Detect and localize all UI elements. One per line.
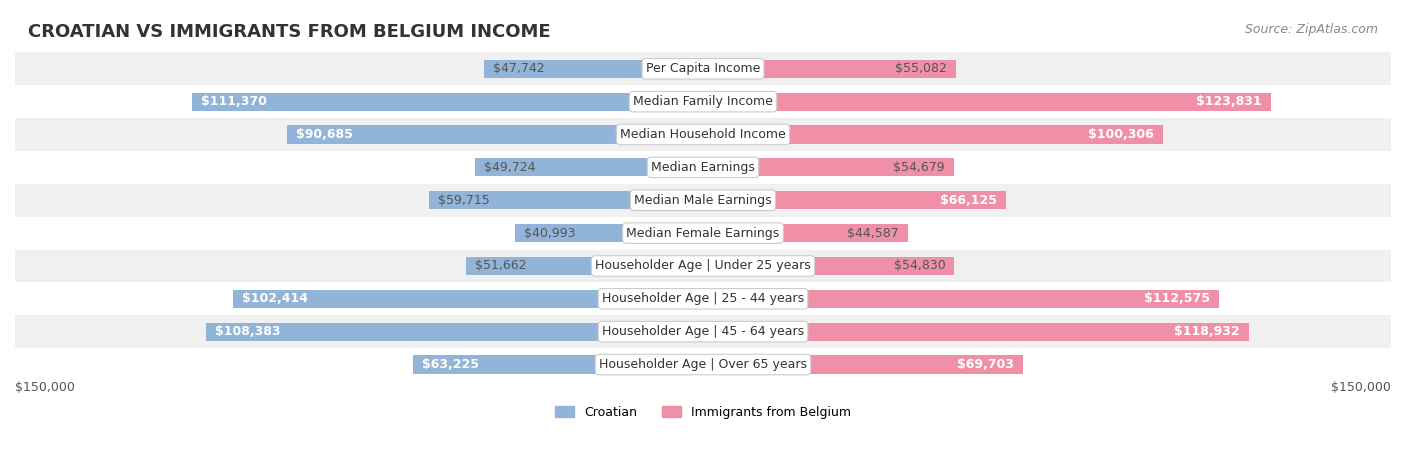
Legend: Croatian, Immigrants from Belgium: Croatian, Immigrants from Belgium xyxy=(550,401,856,424)
Text: Householder Age | 45 - 64 years: Householder Age | 45 - 64 years xyxy=(602,325,804,338)
Bar xyxy=(15,217,1391,249)
Text: $150,000: $150,000 xyxy=(15,381,75,394)
Bar xyxy=(15,151,1391,184)
Bar xyxy=(233,290,703,308)
Bar xyxy=(413,355,703,374)
Text: $63,225: $63,225 xyxy=(422,358,479,371)
Bar xyxy=(15,283,1391,315)
Bar xyxy=(703,355,1022,374)
Text: Per Capita Income: Per Capita Income xyxy=(645,62,761,75)
Text: $54,830: $54,830 xyxy=(894,260,945,272)
Bar xyxy=(287,126,703,143)
Text: $150,000: $150,000 xyxy=(1331,381,1391,394)
Text: Median Male Earnings: Median Male Earnings xyxy=(634,194,772,207)
Text: $112,575: $112,575 xyxy=(1144,292,1211,305)
Text: $47,742: $47,742 xyxy=(494,62,544,75)
Bar xyxy=(193,92,703,111)
Text: $51,662: $51,662 xyxy=(475,260,527,272)
Text: $100,306: $100,306 xyxy=(1088,128,1154,141)
Text: $123,831: $123,831 xyxy=(1197,95,1261,108)
Bar xyxy=(703,158,953,177)
Text: Median Female Earnings: Median Female Earnings xyxy=(627,226,779,240)
Bar xyxy=(703,126,1163,143)
Text: $108,383: $108,383 xyxy=(215,325,281,338)
Bar xyxy=(465,257,703,275)
Text: $49,724: $49,724 xyxy=(484,161,536,174)
Text: Householder Age | 25 - 44 years: Householder Age | 25 - 44 years xyxy=(602,292,804,305)
Text: $118,932: $118,932 xyxy=(1174,325,1239,338)
Text: $55,082: $55,082 xyxy=(894,62,946,75)
Bar xyxy=(703,191,1007,209)
Bar xyxy=(15,348,1391,381)
Bar xyxy=(15,118,1391,151)
Text: Median Household Income: Median Household Income xyxy=(620,128,786,141)
Bar xyxy=(703,60,956,78)
Text: $111,370: $111,370 xyxy=(201,95,267,108)
Bar xyxy=(484,60,703,78)
Text: Median Family Income: Median Family Income xyxy=(633,95,773,108)
Text: $102,414: $102,414 xyxy=(242,292,308,305)
Bar xyxy=(15,85,1391,118)
Bar xyxy=(475,158,703,177)
Text: $59,715: $59,715 xyxy=(439,194,491,207)
Bar xyxy=(703,92,1271,111)
Bar xyxy=(429,191,703,209)
Text: $90,685: $90,685 xyxy=(297,128,353,141)
Bar xyxy=(205,323,703,341)
Text: Householder Age | Over 65 years: Householder Age | Over 65 years xyxy=(599,358,807,371)
Text: Householder Age | Under 25 years: Householder Age | Under 25 years xyxy=(595,260,811,272)
Bar xyxy=(15,52,1391,85)
Text: Median Earnings: Median Earnings xyxy=(651,161,755,174)
Bar xyxy=(703,224,907,242)
Bar xyxy=(703,323,1249,341)
Text: $69,703: $69,703 xyxy=(956,358,1014,371)
Bar xyxy=(15,249,1391,283)
Bar xyxy=(703,290,1219,308)
Text: $44,587: $44,587 xyxy=(846,226,898,240)
Text: $54,679: $54,679 xyxy=(893,161,945,174)
Text: CROATIAN VS IMMIGRANTS FROM BELGIUM INCOME: CROATIAN VS IMMIGRANTS FROM BELGIUM INCO… xyxy=(28,23,551,42)
Bar xyxy=(15,184,1391,217)
Text: $40,993: $40,993 xyxy=(524,226,575,240)
Text: $66,125: $66,125 xyxy=(941,194,997,207)
Bar xyxy=(15,315,1391,348)
Bar xyxy=(515,224,703,242)
Bar xyxy=(703,257,955,275)
Text: Source: ZipAtlas.com: Source: ZipAtlas.com xyxy=(1244,23,1378,36)
